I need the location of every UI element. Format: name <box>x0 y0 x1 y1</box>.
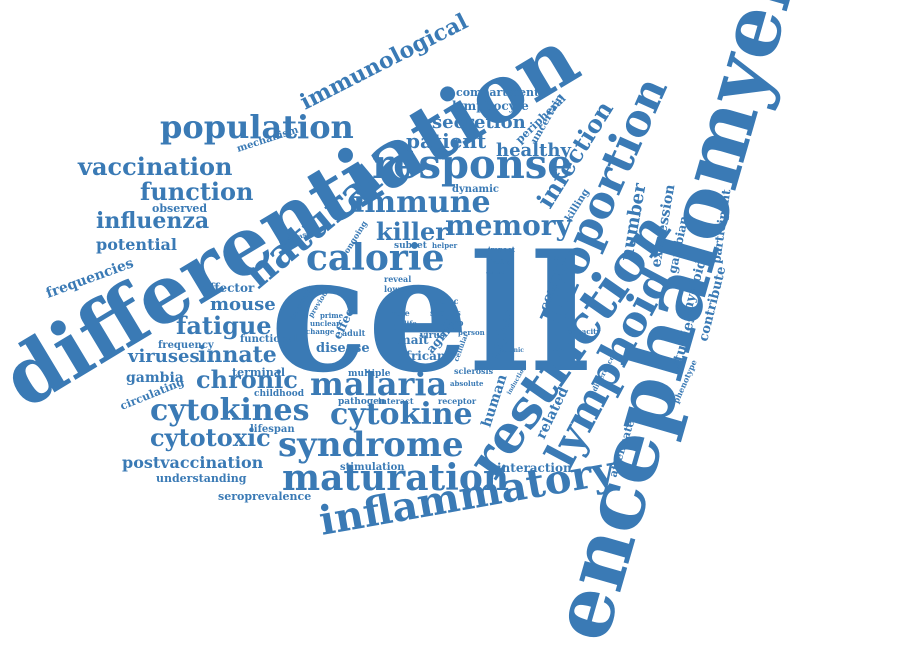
word-population: population <box>160 108 354 146</box>
word-vitro: vitro <box>439 319 464 329</box>
word-seroprevalence: seroprevalence <box>218 490 311 503</box>
word-pathogen: pathogen <box>338 397 386 407</box>
word-blood: blood <box>392 322 417 332</box>
word-function: function <box>140 177 254 206</box>
word-interaction: interaction <box>497 461 572 475</box>
word-reveal: reveal <box>384 274 411 284</box>
word-impact: impact <box>488 245 516 254</box>
word-disease: disease <box>316 341 370 356</box>
word-cohort: cohort <box>486 270 505 276</box>
word-capacity: capacity <box>568 327 601 336</box>
word-receptor: receptor <box>438 396 477 406</box>
word-role: role <box>392 308 410 318</box>
word-observed: observed <box>152 202 207 215</box>
word-understanding: understanding <box>156 472 247 485</box>
word-syndrome: syndrome <box>278 425 464 465</box>
word-calorie: calorie <box>306 237 444 279</box>
word-splenic: splenic <box>500 347 524 354</box>
word-absolute: absolute <box>450 379 484 388</box>
word-adult: adult <box>342 328 366 338</box>
word-patient: patient <box>406 129 487 153</box>
word-maturation: maturation <box>282 457 509 499</box>
word-mouse: mouse <box>210 294 276 315</box>
word-childhood: childhood <box>254 389 305 399</box>
word-viruses: viruses <box>127 346 200 367</box>
word-postvaccination: postvaccination <box>122 453 264 472</box>
word-cytotoxic: cytotoxic <box>150 423 271 452</box>
word-healthy: healthy <box>496 140 571 161</box>
word-frequency: frequency <box>158 340 215 351</box>
word-compartment: compartment <box>456 86 540 99</box>
word-person: person <box>458 328 485 337</box>
word-stimulation: stimulation <box>340 462 405 473</box>
word-influenza: influenza <box>96 208 209 234</box>
word-killer: killer <box>376 217 448 246</box>
word-helper: helper <box>432 241 458 250</box>
word-lymphocyte: lymphocyte <box>452 99 529 113</box>
word-vaccination: vaccination <box>77 152 233 181</box>
word-immune: immune <box>353 185 491 220</box>
word-african: african <box>398 349 446 363</box>
word-subset: subset <box>394 241 428 251</box>
word-lower: lower <box>384 284 409 294</box>
word-unclear: unclear <box>310 319 340 328</box>
word-innate: innate <box>198 342 277 368</box>
word-fatigue: fatigue <box>176 311 272 340</box>
word-multiple: multiple <box>348 369 391 379</box>
word-finding: finding <box>488 259 513 266</box>
word-pbmc: pbmc <box>434 296 459 306</box>
word-malaria: malaria <box>310 365 447 403</box>
word-response: response <box>372 141 573 188</box>
word-chronic: chronic <box>196 365 298 394</box>
word-sclerosis: sclerosis <box>454 366 494 376</box>
word-secretion: secretion <box>432 112 526 133</box>
word-interact: interact <box>378 396 414 406</box>
word-memory: memory <box>445 209 572 242</box>
word-virus: virus <box>419 331 445 341</box>
word-life: life <box>404 319 417 328</box>
word-cytokines: cytokines <box>150 393 310 428</box>
word-mait: mait <box>398 333 429 347</box>
word-prime: prime <box>320 311 344 320</box>
word-cytokine: cytokine <box>330 397 473 432</box>
word-functional: functional <box>240 334 298 345</box>
word-potential: potential <box>96 235 177 254</box>
word-lifespan: lifespan <box>250 424 295 435</box>
word-gambia: gambia <box>126 370 184 386</box>
word-terminal: terminal <box>232 366 285 379</box>
word-status: status <box>430 309 461 319</box>
word-dynamic: dynamic <box>452 184 499 195</box>
word-change: change <box>306 327 335 336</box>
word-effector: effector <box>202 281 255 295</box>
word-cell: cell <box>270 220 591 408</box>
